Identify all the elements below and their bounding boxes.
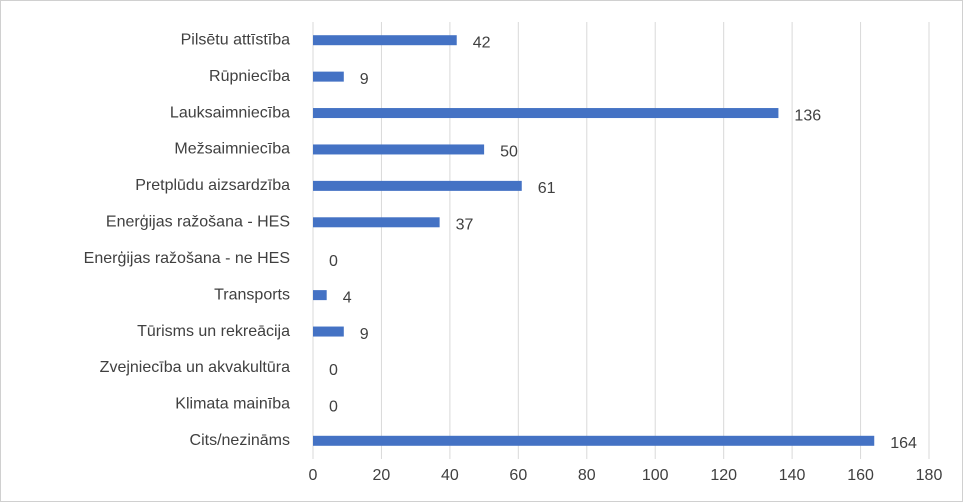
data-label: 136 (794, 107, 821, 124)
bar (313, 144, 485, 155)
data-label: 9 (360, 326, 369, 343)
bar (313, 290, 327, 301)
data-label: 0 (329, 362, 338, 379)
data-label: 0 (329, 253, 338, 270)
x-tick-label: 140 (779, 467, 806, 484)
x-tick-label: 100 (642, 467, 669, 484)
x-tick-label: 180 (916, 467, 943, 484)
y-tick-label: Transports (214, 286, 290, 303)
y-tick-label: Mežsaimniecība (174, 141, 290, 158)
y-tick-label: Tūrisms un rekreācija (137, 323, 290, 340)
y-tick-label: Pilsētu attīstība (181, 31, 290, 48)
data-label: 4 (343, 289, 352, 306)
y-tick-label: Klimata mainība (175, 396, 290, 413)
y-tick-label: Lauksaimniecība (170, 104, 290, 121)
data-label: 164 (890, 435, 917, 452)
data-label: 9 (360, 71, 369, 88)
y-tick-label: Rūpniecība (209, 68, 290, 85)
y-tick-label: Cits/nezināms (190, 432, 290, 449)
y-tick-label: Enerģijas ražošana - ne HES (84, 249, 290, 267)
x-tick-label: 60 (509, 467, 527, 484)
y-tick-label: Zvejniecība un akvakultūra (100, 359, 290, 376)
data-label: 61 (538, 180, 556, 197)
data-label: 42 (473, 34, 491, 51)
bar (313, 326, 344, 337)
bar (313, 35, 457, 46)
x-tick-label: 0 (309, 467, 318, 484)
bar (313, 71, 344, 82)
bar (313, 217, 440, 228)
data-label: 0 (329, 399, 338, 416)
x-tick-label: 120 (710, 467, 737, 484)
x-tick-label: 40 (441, 467, 459, 484)
x-tick-label: 20 (373, 467, 391, 484)
bar (313, 108, 779, 119)
data-label: 50 (500, 144, 518, 161)
bar (313, 180, 522, 191)
x-tick-label: 160 (847, 467, 874, 484)
y-tick-label: Pretplūdu aizsardzība (135, 177, 290, 194)
y-tick-label: Enerģijas ražošana - HES (106, 213, 290, 231)
x-tick-label: 80 (578, 467, 596, 484)
data-label: 37 (456, 217, 474, 234)
bar (313, 435, 875, 446)
